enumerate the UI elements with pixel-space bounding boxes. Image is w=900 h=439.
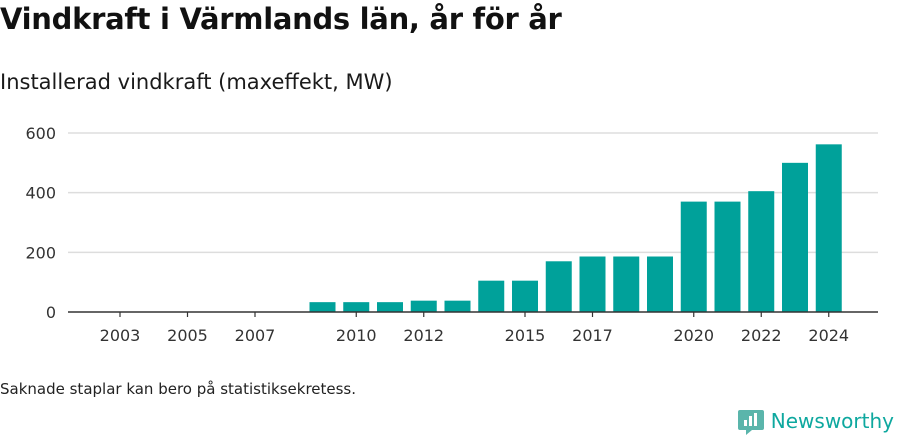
x-tick-label: 2020 <box>673 326 714 345</box>
bar-2015 <box>512 280 538 312</box>
bar-2014 <box>478 280 505 312</box>
y-tick-label: 400 <box>25 184 56 203</box>
bar-2021 <box>714 201 741 312</box>
bar-2011 <box>377 302 403 312</box>
bar-2018 <box>613 256 640 312</box>
x-tick-label: 2022 <box>741 326 782 345</box>
page-title: Vindkraft i Värmlands län, år för år <box>0 2 562 36</box>
y-tick-label: 0 <box>46 303 56 322</box>
x-tick-label: 2017 <box>572 326 613 345</box>
bar-2024 <box>815 144 842 312</box>
footnote: Saknade staplar kan bero på statistiksek… <box>0 380 357 398</box>
bar-2019 <box>647 256 673 312</box>
x-tick-label: 2003 <box>100 326 141 345</box>
x-tick-label: 2005 <box>167 326 208 345</box>
x-tick-label: 2012 <box>403 326 444 345</box>
chart-subtitle: Installerad vindkraft (maxeffekt, MW) <box>0 70 393 94</box>
y-tick-label: 200 <box>25 243 56 262</box>
x-tick-label: 2010 <box>336 326 377 345</box>
brand-logo[interactable]: Newsworthy <box>737 406 894 436</box>
bar-2022 <box>748 191 775 312</box>
newsworthy-logo-icon <box>737 410 764 435</box>
x-tick-label: 2015 <box>505 326 546 345</box>
bar-2010 <box>343 302 370 312</box>
x-tick-label: 2024 <box>808 326 849 345</box>
bar-2020 <box>680 201 707 312</box>
bar-2012 <box>410 300 437 312</box>
bar-chart: 0 200 400 600 2003 2005 2007 2010 2012 2015 2017 2… <box>25 124 878 345</box>
brand-name: Newsworthy <box>770 409 894 433</box>
y-tick-label: 600 <box>25 124 56 143</box>
bar-2023 <box>782 162 808 312</box>
bar-2016 <box>545 261 572 312</box>
bar-2009 <box>309 302 336 312</box>
x-tick-label: 2007 <box>235 326 276 345</box>
bar-2017 <box>579 256 606 312</box>
bar-2013 <box>444 300 471 312</box>
